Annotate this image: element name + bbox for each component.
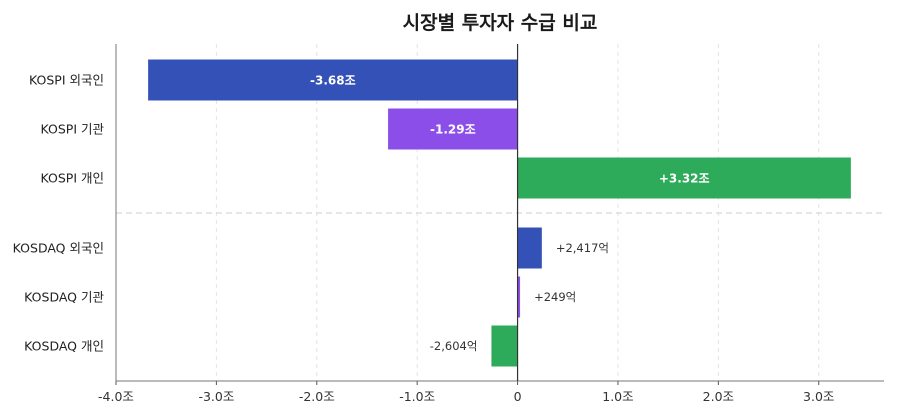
bar: [491, 325, 518, 367]
bar-value-label: +3.32조: [659, 172, 710, 186]
category-label: KOSPI 외국인: [29, 73, 104, 88]
x-tick-label: 1.0조: [602, 389, 633, 404]
axes: [115, 44, 884, 385]
category-label: KOSDAQ 개인: [24, 339, 104, 354]
bars: [148, 59, 851, 367]
bar-value-label: -2,604억: [430, 339, 478, 353]
bar: [517, 227, 542, 269]
bar-value-label: -3.68조: [310, 74, 356, 88]
x-tick-label: -2.0조: [299, 389, 335, 404]
chart-title: 시장별 투자자 수급 비교: [403, 12, 598, 34]
category-label: KOSPI 개인: [41, 171, 105, 186]
bar-value-label: +2,417억: [556, 241, 609, 255]
bar-value-label: +249억: [534, 290, 576, 304]
category-label: KOSDAQ 외국인: [13, 241, 104, 256]
bar: [517, 276, 521, 318]
labels: -4.0조 -3.0조 -2.0조 -1.0조 0 1.0조 2.0조 3.0조 KOSPI 외…: [13, 73, 835, 405]
x-tick-label: -3.0조: [198, 389, 234, 404]
x-tick-label: -4.0조: [98, 389, 134, 404]
bar: [517, 157, 851, 199]
bar: [388, 108, 518, 150]
category-label: KOSPI 기관: [41, 122, 105, 137]
bar: [148, 59, 518, 101]
x-tick-label: 0: [514, 389, 522, 404]
bar-value-label: -1.29조: [430, 123, 476, 137]
x-tick-label: 3.0조: [803, 389, 834, 404]
category-label: KOSDAQ 기관: [24, 290, 104, 305]
x-tick-label: -1.0조: [399, 389, 435, 404]
x-tick-label: 2.0조: [703, 389, 734, 404]
